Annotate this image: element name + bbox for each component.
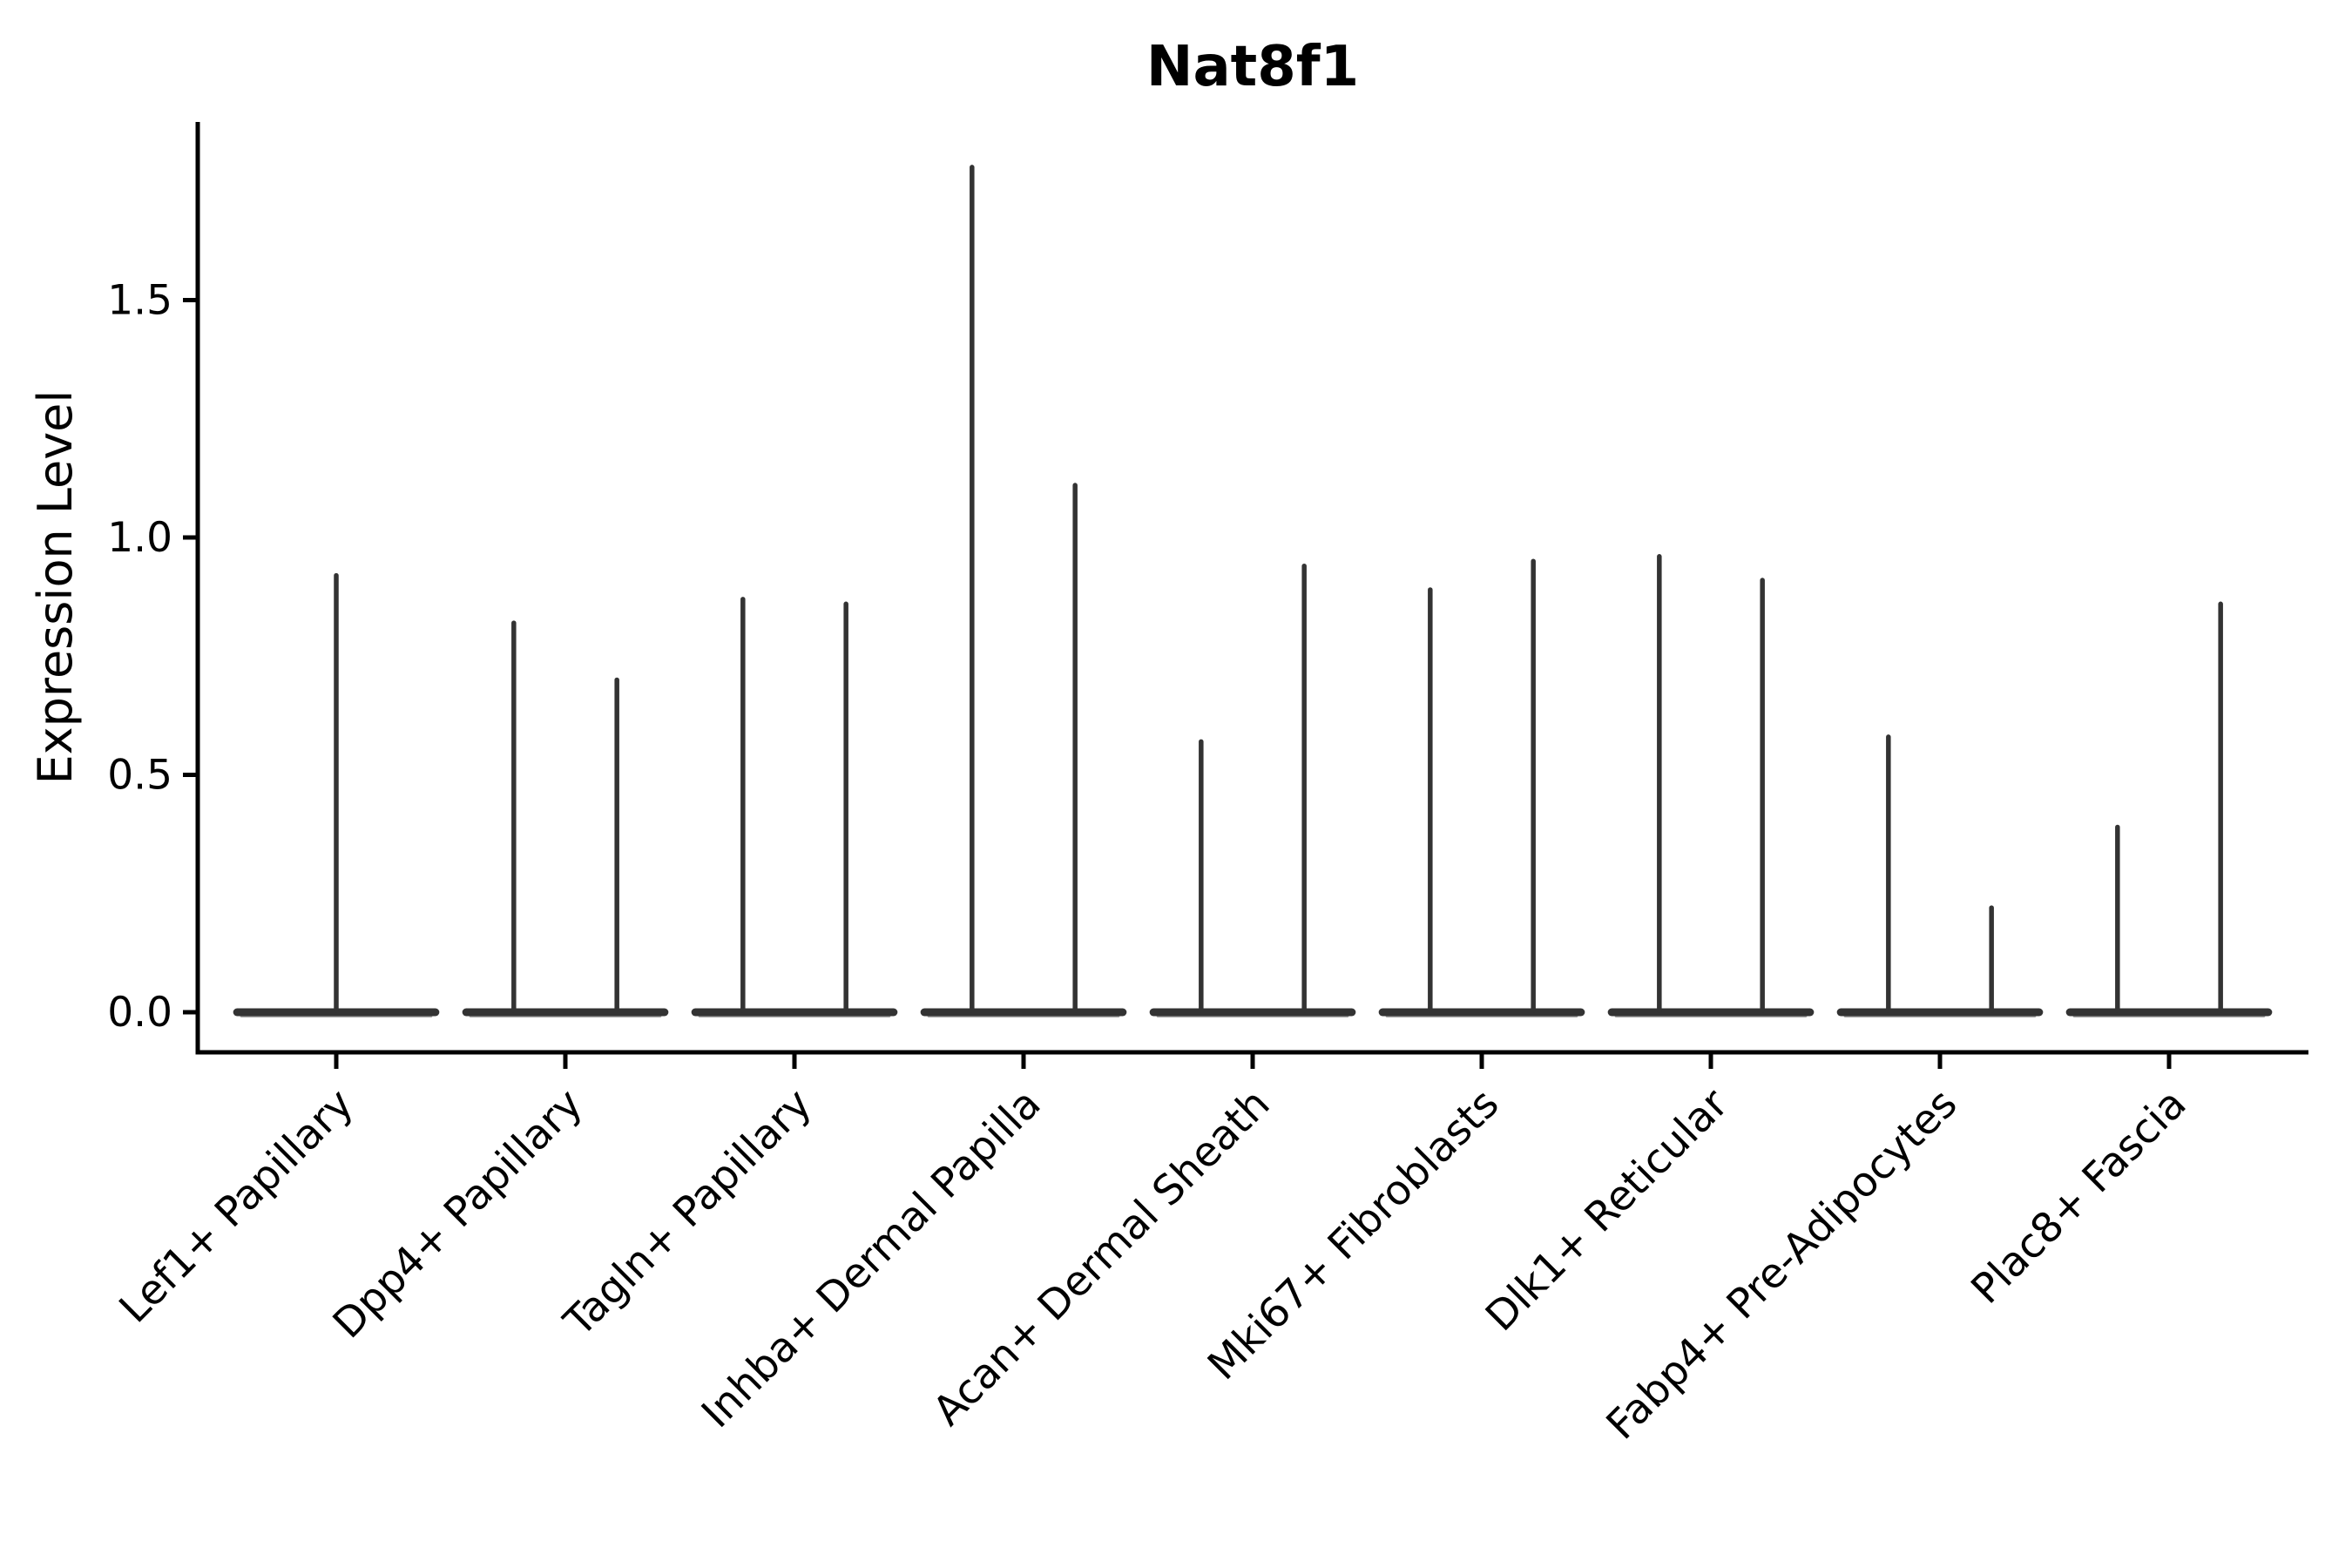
- chart-title: Nat8f1: [1146, 35, 1359, 99]
- violin-6: [1378, 558, 1585, 1017]
- violin-2: [462, 620, 669, 1017]
- y-axis-ticks-group: 0.0 0.5 1.0 1.5: [107, 277, 197, 1037]
- violin-3: [691, 597, 898, 1017]
- violin-7: [1607, 554, 1815, 1017]
- violins-group: [233, 165, 2273, 1017]
- violin-baseline: [1378, 1008, 1585, 1017]
- violin-baseline: [1149, 1008, 1356, 1017]
- violin-9: [2065, 601, 2273, 1017]
- x-tick-label: Tagln+ Papillary: [555, 1080, 821, 1347]
- violin-baseline: [2065, 1008, 2273, 1017]
- x-tick-label: Lef1+ Papillary: [111, 1080, 363, 1333]
- y-axis-label: Expression Level: [28, 390, 83, 785]
- violin-baseline: [920, 1008, 1127, 1017]
- violin-baseline: [1836, 1008, 2044, 1017]
- x-tick-label: Dpp4+ Papillary: [324, 1080, 592, 1348]
- violin-8: [1836, 734, 2044, 1017]
- violin-4: [920, 165, 1127, 1017]
- violin-baseline: [462, 1008, 669, 1017]
- y-tick-label: 0.0: [107, 989, 172, 1037]
- y-tick-label: 0.5: [107, 752, 172, 800]
- violin-1: [233, 572, 440, 1017]
- violin-5: [1149, 563, 1356, 1017]
- violin-baseline: [691, 1008, 898, 1017]
- violin-baseline: [1607, 1008, 1815, 1017]
- x-tick-label: Plac8+ Fascia: [1963, 1080, 2196, 1314]
- x-tick-label: Dlk1+ Reticular: [1477, 1079, 1738, 1341]
- y-tick-label: 1.0: [107, 514, 172, 562]
- y-tick-label: 1.5: [107, 277, 172, 325]
